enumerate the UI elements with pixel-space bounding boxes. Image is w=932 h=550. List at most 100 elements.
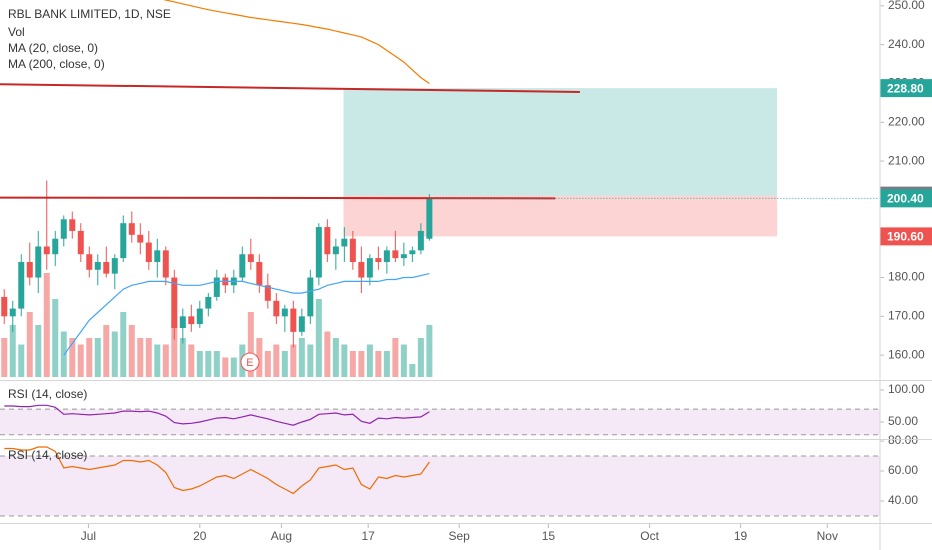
volume-bar xyxy=(256,338,263,377)
candle-body xyxy=(94,262,101,270)
candle-body xyxy=(196,308,203,325)
volume-bar xyxy=(26,312,33,377)
candle-body xyxy=(103,262,110,274)
price-label: 228.80 xyxy=(887,81,924,95)
legend-entry: MA (200, close, 0) xyxy=(8,57,105,71)
x-tick-label: 17 xyxy=(361,529,375,543)
volume-bar xyxy=(213,351,220,377)
candle-body xyxy=(375,258,382,263)
volume-bar xyxy=(111,331,118,377)
earnings-label: E xyxy=(246,357,253,369)
volume-bar xyxy=(94,338,101,377)
y-tick-label: 80.00 xyxy=(888,433,918,447)
profit-zone xyxy=(343,88,778,196)
x-tick-label: 20 xyxy=(193,529,207,543)
candle-body xyxy=(332,246,339,255)
candle-body xyxy=(426,198,433,239)
candle-body xyxy=(43,246,50,255)
volume-bar xyxy=(417,338,424,377)
candle-body xyxy=(52,238,59,255)
volume-bar xyxy=(409,364,416,377)
candle-body xyxy=(358,262,365,278)
candle-body xyxy=(171,277,178,328)
candle-body xyxy=(128,223,135,235)
volume-bar xyxy=(247,312,254,377)
rsi-line xyxy=(4,446,430,495)
y-tick-label: 250.00 xyxy=(888,0,925,12)
candle-body xyxy=(120,223,127,259)
price-label-box xyxy=(880,79,932,98)
candle-body xyxy=(26,262,33,278)
volume-bar xyxy=(426,325,433,377)
y-tick-label: 100.00 xyxy=(888,382,925,396)
candle-body xyxy=(18,262,25,309)
loss-zone xyxy=(343,195,778,237)
earnings-marker xyxy=(240,352,260,372)
volume-bar xyxy=(349,351,356,377)
candle-body xyxy=(307,277,314,317)
candle-body xyxy=(383,250,390,263)
candle-body xyxy=(137,234,144,243)
candle-body xyxy=(9,308,16,317)
x-tick-label: Sep xyxy=(448,529,470,543)
volume-bar xyxy=(128,325,135,377)
axes: 250.00240.00230.00220.00210.00200.00190.… xyxy=(81,0,932,543)
y-tick-label: 160.00 xyxy=(888,347,925,361)
legend-entry: Vol xyxy=(8,25,25,39)
rsi-band xyxy=(0,456,880,516)
volume-bar xyxy=(273,344,280,377)
candle-body xyxy=(400,254,407,259)
volume-bar xyxy=(222,357,229,377)
volume-bar xyxy=(137,338,144,377)
candle-body xyxy=(77,230,84,255)
price-label-box xyxy=(880,189,932,208)
volume-bar xyxy=(375,351,382,377)
candle-body xyxy=(205,296,212,309)
rsi-pane xyxy=(0,404,880,436)
candle-body xyxy=(86,254,93,270)
rsi-line xyxy=(4,404,430,426)
x-tick-label: 15 xyxy=(542,529,556,543)
candle-body xyxy=(417,230,424,251)
volume-bar xyxy=(341,344,348,377)
volume-bar xyxy=(43,273,50,377)
y-tick-label: 40.00 xyxy=(888,493,918,507)
candle-body xyxy=(179,316,186,328)
main-pane: E xyxy=(0,0,880,377)
y-tick-label: 240.00 xyxy=(888,37,925,51)
y-tick-label: 50.00 xyxy=(888,414,918,428)
y-tick-label: 220.00 xyxy=(888,114,925,128)
trend-line xyxy=(0,83,580,93)
volume-bar xyxy=(196,351,203,377)
candle-body xyxy=(1,296,8,317)
candle-body xyxy=(349,238,356,263)
volume-bar xyxy=(103,325,110,377)
volume-bar xyxy=(1,338,8,377)
candle-body xyxy=(324,227,331,255)
moving-average xyxy=(63,273,430,356)
volume-bar xyxy=(332,338,339,377)
price-label: 200.40 xyxy=(887,192,924,206)
candle-body xyxy=(69,219,76,231)
candle-body xyxy=(298,316,305,332)
candle-body xyxy=(213,277,220,297)
candle-body xyxy=(145,242,152,263)
y-tick-label: 210.00 xyxy=(888,153,925,167)
symbol-title: RBL BANK LIMITED, 1D, NSE xyxy=(8,7,171,21)
candle-body xyxy=(341,238,348,247)
volume-bar xyxy=(69,338,76,377)
legend-entry: MA (20, close, 0) xyxy=(8,41,98,55)
volume-bar xyxy=(86,338,93,377)
volume-bar xyxy=(9,325,16,377)
volume-bar xyxy=(35,325,42,377)
candle-body xyxy=(409,250,416,255)
volume-bar xyxy=(324,331,331,377)
volume-bar xyxy=(162,344,169,377)
volume-bar xyxy=(392,338,399,377)
candle-body xyxy=(162,250,169,278)
volume-bar xyxy=(298,338,305,377)
volume-bar xyxy=(400,344,407,377)
volume-bar xyxy=(290,344,297,377)
